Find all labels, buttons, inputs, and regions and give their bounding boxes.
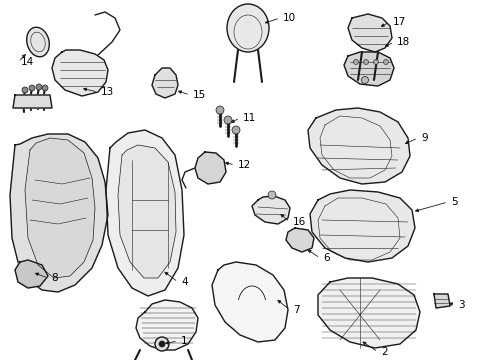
Circle shape: [361, 77, 368, 84]
Ellipse shape: [226, 4, 268, 52]
Polygon shape: [15, 260, 48, 288]
Circle shape: [363, 59, 368, 64]
Polygon shape: [285, 228, 313, 252]
Circle shape: [159, 341, 164, 347]
Text: 11: 11: [243, 113, 256, 123]
Text: 5: 5: [450, 197, 457, 207]
Circle shape: [267, 191, 275, 199]
Polygon shape: [13, 95, 52, 108]
Text: 4: 4: [181, 277, 187, 287]
Circle shape: [383, 59, 387, 64]
Circle shape: [155, 337, 169, 351]
Polygon shape: [152, 68, 178, 98]
Polygon shape: [212, 262, 287, 342]
Polygon shape: [433, 294, 449, 308]
Ellipse shape: [27, 27, 49, 57]
Text: 7: 7: [292, 305, 299, 315]
Polygon shape: [25, 138, 95, 278]
Text: 18: 18: [396, 37, 409, 47]
Circle shape: [36, 84, 42, 90]
Polygon shape: [118, 145, 176, 278]
Text: 2: 2: [380, 347, 387, 357]
Polygon shape: [251, 196, 289, 224]
Polygon shape: [10, 134, 108, 292]
Circle shape: [373, 59, 378, 64]
Circle shape: [29, 85, 35, 91]
Polygon shape: [347, 14, 391, 52]
Text: 15: 15: [193, 90, 206, 100]
Polygon shape: [307, 108, 409, 184]
Text: 13: 13: [101, 87, 114, 97]
Polygon shape: [136, 300, 198, 350]
Text: 8: 8: [51, 273, 58, 283]
Text: 9: 9: [420, 133, 427, 143]
Text: 17: 17: [392, 17, 406, 27]
Polygon shape: [52, 50, 108, 96]
Circle shape: [42, 85, 48, 91]
Polygon shape: [195, 152, 225, 184]
Circle shape: [22, 87, 28, 93]
Circle shape: [224, 116, 231, 124]
Text: 3: 3: [457, 300, 464, 310]
Text: 1: 1: [181, 336, 187, 346]
Polygon shape: [106, 130, 183, 296]
Polygon shape: [343, 52, 393, 86]
Text: 16: 16: [292, 217, 305, 227]
Text: 10: 10: [283, 13, 296, 23]
Text: 12: 12: [238, 160, 251, 170]
Circle shape: [231, 126, 240, 134]
Polygon shape: [317, 278, 419, 348]
Polygon shape: [309, 190, 414, 262]
Text: 14: 14: [21, 57, 34, 67]
Text: 6: 6: [323, 253, 329, 263]
Circle shape: [216, 106, 224, 114]
Circle shape: [353, 59, 358, 64]
